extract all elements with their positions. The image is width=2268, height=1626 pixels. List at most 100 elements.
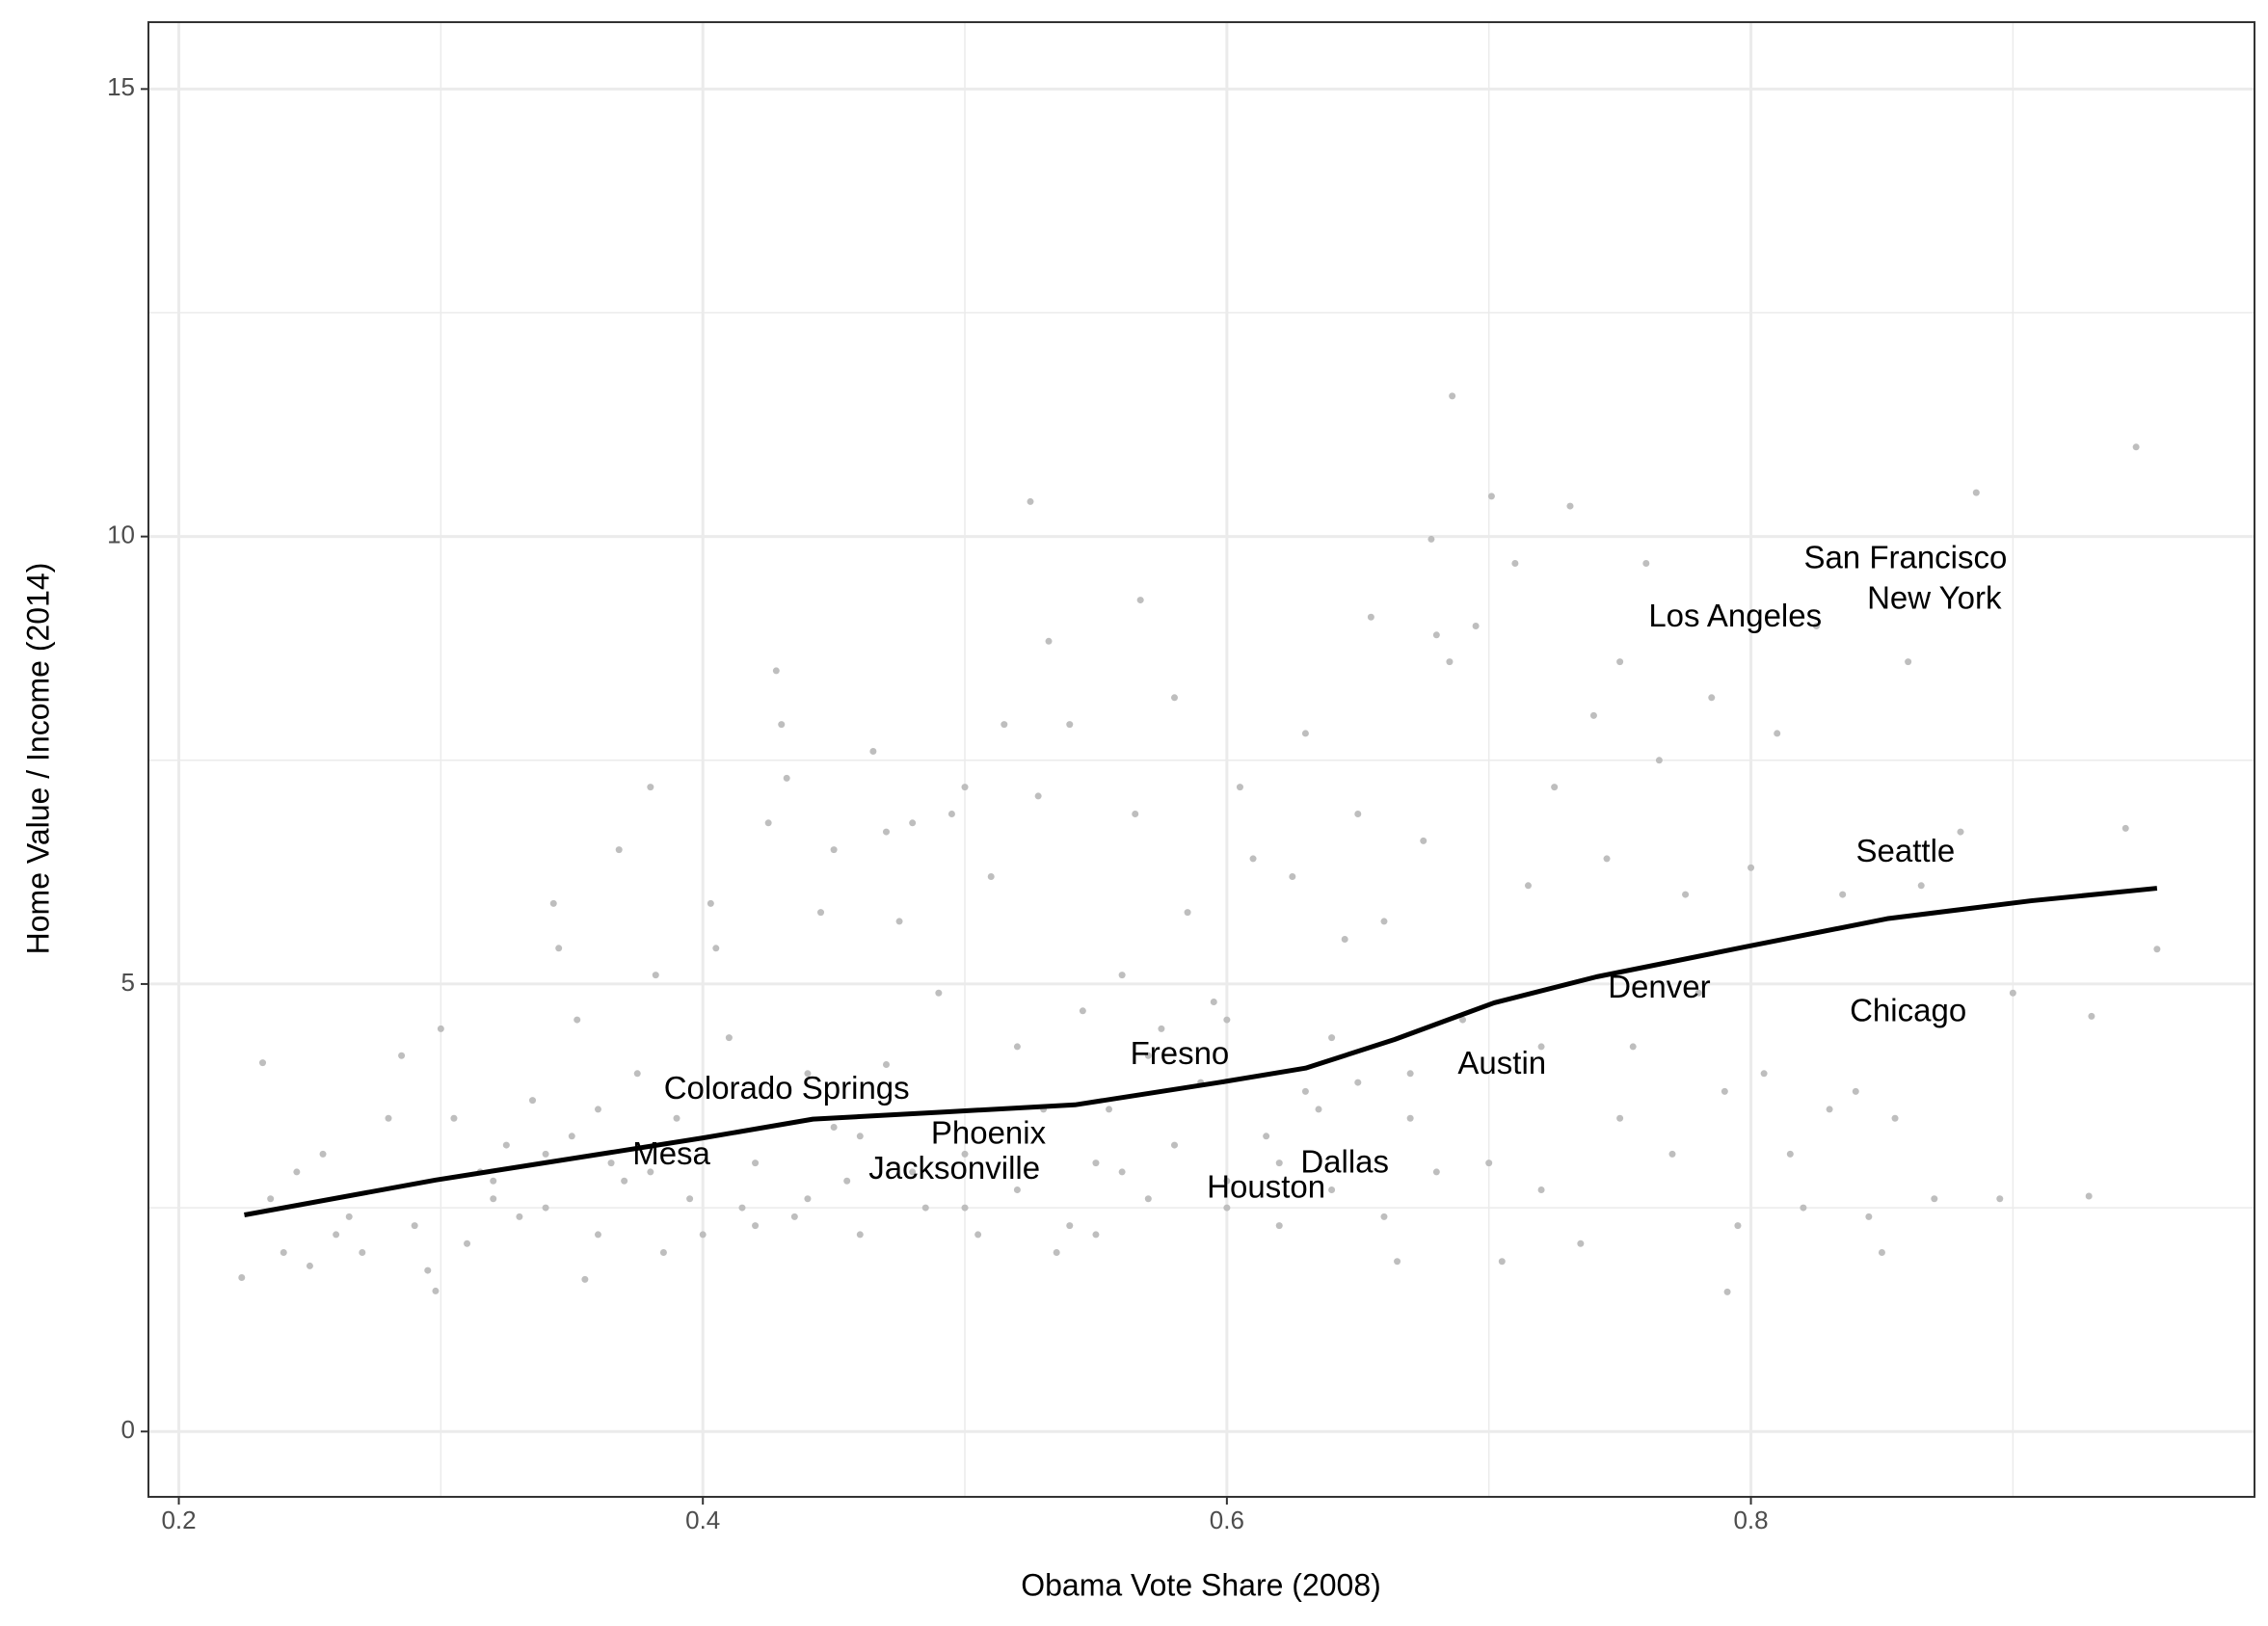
point xyxy=(1485,1160,1493,1167)
point xyxy=(882,1061,890,1069)
point xyxy=(319,1150,327,1158)
point xyxy=(1432,631,1440,639)
point xyxy=(1566,502,1574,510)
point xyxy=(921,1204,929,1212)
point xyxy=(1931,1195,1938,1203)
point xyxy=(345,1213,353,1220)
point xyxy=(267,1195,275,1203)
point xyxy=(1760,1070,1768,1078)
point xyxy=(1878,1249,1885,1257)
y-tick-label: 5 xyxy=(121,968,135,997)
point xyxy=(752,1222,760,1230)
point xyxy=(542,1204,549,1212)
point xyxy=(1498,1258,1506,1266)
point xyxy=(882,828,890,836)
point xyxy=(1996,1195,2004,1203)
city-label: Mesa xyxy=(632,1135,710,1171)
point xyxy=(1275,1222,1283,1230)
point xyxy=(2088,1012,2095,1020)
point xyxy=(712,945,720,952)
point xyxy=(961,784,969,791)
point xyxy=(633,1070,641,1078)
point xyxy=(1629,1043,1637,1051)
point xyxy=(817,909,825,917)
point xyxy=(843,1177,851,1185)
point xyxy=(1328,1186,1336,1194)
point xyxy=(555,945,563,952)
point xyxy=(1616,658,1624,666)
point xyxy=(1406,1070,1414,1078)
city-label: Colorado Springs xyxy=(664,1070,910,1106)
point xyxy=(424,1266,432,1274)
point xyxy=(647,1168,654,1176)
point xyxy=(1315,1106,1322,1113)
smooth-line xyxy=(244,886,2158,1217)
point xyxy=(869,748,877,756)
point xyxy=(594,1231,601,1239)
point xyxy=(961,1150,969,1158)
point xyxy=(1328,1034,1336,1042)
point xyxy=(333,1231,340,1239)
point xyxy=(804,1070,812,1078)
point xyxy=(1092,1160,1100,1167)
point xyxy=(502,1141,510,1149)
point xyxy=(1524,882,1532,890)
point xyxy=(1551,784,1559,791)
city-label: New York xyxy=(1867,579,2002,615)
point xyxy=(1380,918,1388,925)
point xyxy=(2009,989,2016,997)
point xyxy=(1577,1239,1585,1247)
point xyxy=(1132,811,1139,818)
point xyxy=(1537,1043,1545,1051)
point xyxy=(1184,909,1191,917)
point xyxy=(1289,873,1296,881)
point xyxy=(1210,999,1217,1006)
point xyxy=(1301,1087,1309,1095)
point xyxy=(2132,443,2140,451)
point xyxy=(1066,721,1074,729)
point xyxy=(594,1106,601,1113)
point xyxy=(1800,1204,1807,1212)
point xyxy=(1694,989,1702,997)
point xyxy=(707,899,714,907)
point xyxy=(1354,811,1362,818)
y-tick-label: 10 xyxy=(107,520,135,549)
point xyxy=(1354,1079,1362,1086)
point xyxy=(764,819,772,827)
point xyxy=(1092,1231,1100,1239)
point xyxy=(621,1177,628,1185)
point xyxy=(615,846,623,854)
point xyxy=(1721,1087,1728,1095)
point xyxy=(1511,560,1519,568)
point xyxy=(1865,1213,1873,1220)
x-tick-label: 0.2 xyxy=(161,1506,196,1534)
y-tick-label: 15 xyxy=(107,72,135,101)
x-tick-label: 0.6 xyxy=(1210,1506,1244,1534)
point xyxy=(909,819,917,827)
point xyxy=(1537,1186,1545,1194)
point xyxy=(856,1133,864,1140)
point xyxy=(1446,658,1454,666)
point xyxy=(1459,1016,1467,1024)
point xyxy=(1249,855,1257,863)
point xyxy=(659,1249,667,1257)
point xyxy=(432,1287,440,1294)
point xyxy=(935,989,943,997)
point xyxy=(1406,1114,1414,1122)
point xyxy=(752,1160,760,1167)
point xyxy=(1603,855,1611,863)
point xyxy=(1428,535,1435,543)
point xyxy=(490,1177,497,1185)
point xyxy=(1449,392,1456,400)
point xyxy=(1223,1177,1231,1185)
point xyxy=(516,1213,523,1220)
point xyxy=(1723,1288,1731,1295)
point xyxy=(947,811,955,818)
point xyxy=(1786,1150,1794,1158)
point xyxy=(647,784,654,791)
city-label: San Francisco xyxy=(1803,540,2007,575)
point xyxy=(1826,1106,1833,1113)
point xyxy=(549,899,557,907)
city-label: Phoenix xyxy=(931,1115,1047,1151)
